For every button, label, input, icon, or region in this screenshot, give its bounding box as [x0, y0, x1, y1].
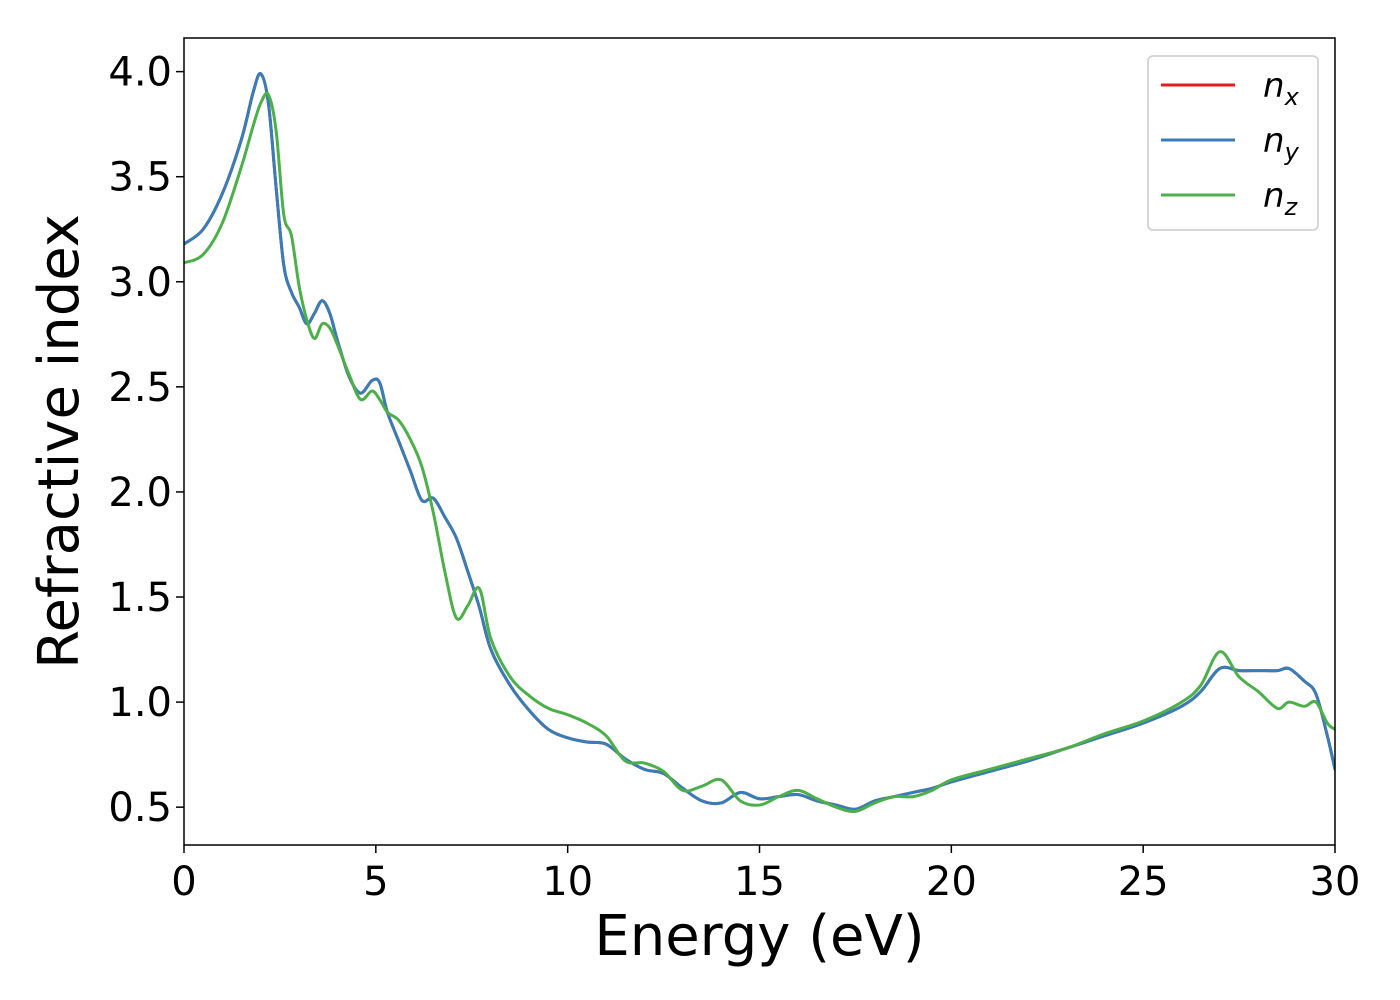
x-tick-label: 25	[1118, 859, 1169, 905]
y-tick-label: 3.5	[108, 155, 172, 201]
x-tick-label: 20	[926, 859, 977, 905]
y-tick-label: 1.0	[108, 680, 172, 726]
x-axis-ticks: 0 5 10 15 20 25 30	[171, 845, 1360, 905]
legend-subscript: y	[1284, 138, 1300, 166]
y-axis-ticks: 0.5 1.0 1.5 2.0 2.5 3.0 3.5 4.0	[108, 50, 184, 831]
y-tick-label: 3.0	[108, 260, 172, 306]
x-tick-label: 15	[734, 859, 785, 905]
series-layer	[184, 72, 1335, 813]
y-tick-label: 0.5	[108, 785, 172, 831]
legend-subscript: z	[1284, 193, 1299, 221]
series-line-nz	[184, 91, 1335, 813]
legend-subscript: x	[1284, 83, 1300, 111]
y-tick-label: 2.5	[108, 365, 172, 411]
legend-box	[1147, 55, 1319, 231]
x-tick-label: 10	[542, 859, 593, 905]
y-tick-label: 1.5	[108, 575, 172, 621]
x-axis-label: Energy (eV)	[594, 904, 924, 969]
y-tick-label: 4.0	[108, 50, 172, 96]
x-tick-label: 30	[1310, 859, 1361, 905]
y-axis-label: Refractive index	[27, 214, 92, 669]
x-tick-label: 0	[171, 859, 196, 905]
y-tick-label: 2.0	[108, 470, 172, 516]
x-tick-label: 5	[363, 859, 388, 905]
